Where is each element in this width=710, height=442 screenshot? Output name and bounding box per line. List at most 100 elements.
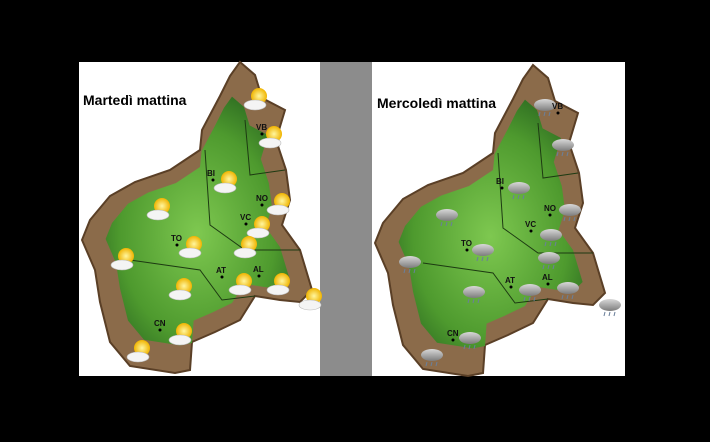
city-label: AT — [505, 276, 515, 285]
province-border — [129, 259, 256, 301]
cloud — [538, 252, 560, 264]
city-dot — [244, 222, 248, 226]
region-map: VB BI NO VC TO AT AL CN — [373, 63, 621, 378]
city-label: CN — [154, 319, 166, 328]
city-label: AT — [216, 266, 226, 275]
weather-icon — [266, 193, 290, 216]
rain — [435, 361, 438, 367]
weather-icon — [399, 256, 421, 274]
rain — [523, 296, 526, 302]
cloud — [557, 282, 579, 294]
weather-icon — [168, 278, 192, 301]
cloud — [168, 334, 192, 346]
city-label: VB — [552, 102, 563, 111]
city-label: NO — [256, 194, 268, 203]
city-dot — [260, 203, 264, 207]
weather-icon — [258, 126, 282, 149]
city-dot — [451, 338, 455, 342]
rain — [542, 264, 545, 270]
weather-icon — [266, 273, 290, 296]
rain — [554, 241, 557, 247]
province-border — [244, 119, 286, 176]
weather-icon — [233, 236, 257, 259]
weather-icon — [213, 171, 237, 194]
rain — [552, 264, 555, 270]
cloud — [233, 247, 257, 259]
weather-icon — [540, 229, 562, 247]
rain — [547, 264, 550, 270]
weather-icon — [599, 299, 621, 317]
city-dot — [175, 243, 179, 247]
weather-icon — [472, 244, 494, 262]
city-dot — [529, 229, 533, 233]
region-map: VB BI NO VC TO AT AL CN — [80, 60, 322, 375]
weather-icon — [421, 349, 443, 367]
city-dot — [556, 111, 560, 115]
weather-icon — [246, 216, 270, 239]
weather-icon — [228, 273, 252, 296]
cloud — [246, 227, 270, 239]
rain — [473, 344, 476, 350]
rain — [561, 151, 564, 157]
weather-icon — [534, 99, 556, 117]
cloud — [540, 229, 562, 241]
rain — [566, 151, 569, 157]
cloud — [421, 349, 443, 361]
cloud — [266, 204, 290, 216]
rain — [549, 241, 552, 247]
divider — [320, 62, 372, 376]
province-border — [537, 122, 579, 179]
city-label: BI — [496, 177, 504, 186]
weather-icon — [557, 282, 579, 300]
maps: VB BI NO VC TO AT AL CN VB BI NO VC TO AT AL CN — [80, 60, 621, 378]
rain — [425, 361, 428, 367]
weather-icon — [243, 88, 267, 111]
cloud — [559, 204, 581, 216]
city-dot — [220, 275, 224, 279]
city-label: VC — [240, 213, 251, 222]
city-dot — [465, 248, 469, 252]
weather-icon — [552, 139, 574, 157]
cloud — [146, 209, 170, 221]
cloud — [213, 182, 237, 194]
city-label: NO — [544, 204, 556, 213]
weather-icon — [126, 340, 150, 363]
rain — [528, 296, 531, 302]
rain — [430, 361, 433, 367]
city-dot — [546, 282, 550, 286]
cloud — [178, 247, 202, 259]
weather-icon — [459, 332, 481, 350]
province-border — [497, 152, 593, 254]
rain — [408, 268, 411, 274]
cloud — [110, 259, 134, 271]
city-dot — [500, 186, 504, 190]
rain — [568, 216, 571, 222]
rain — [468, 344, 471, 350]
rain — [571, 294, 574, 300]
cloud — [243, 99, 267, 111]
rain — [563, 216, 566, 222]
weather-icon — [146, 198, 170, 221]
rain — [472, 298, 475, 304]
city-dot — [509, 285, 513, 289]
city-label: VC — [525, 220, 536, 229]
cloud — [534, 99, 556, 111]
city-dot — [257, 274, 261, 278]
rain — [512, 194, 515, 200]
weather-icon — [178, 236, 202, 259]
rain — [538, 111, 541, 117]
rain — [517, 194, 520, 200]
rain — [548, 111, 551, 117]
rain — [561, 294, 564, 300]
rain — [486, 256, 489, 262]
panel-title: Martedì mattina — [83, 92, 187, 108]
cloud — [459, 332, 481, 344]
cloud — [228, 284, 252, 296]
cloud — [508, 182, 530, 194]
rain — [613, 311, 616, 317]
city-dot — [548, 213, 552, 217]
rain — [522, 194, 525, 200]
rain — [445, 221, 448, 227]
weather-icon — [538, 252, 560, 270]
